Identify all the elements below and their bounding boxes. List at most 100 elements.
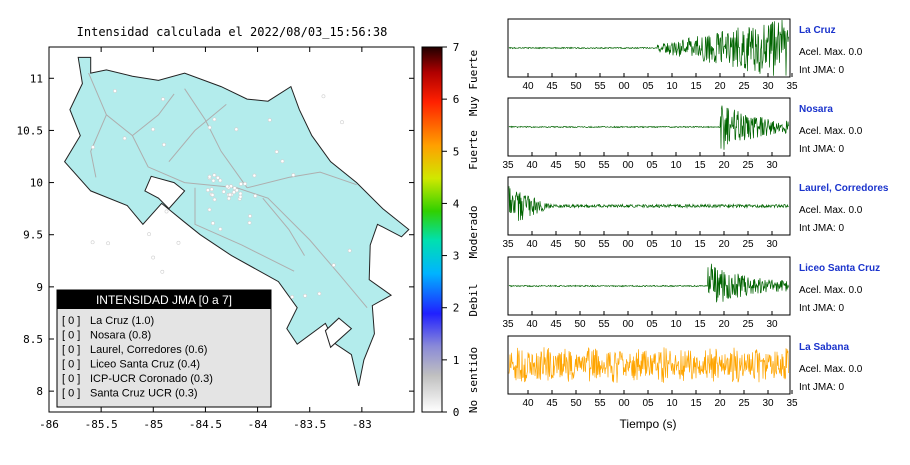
legend-item-station: ICP-UCR Coronado (0.3) bbox=[90, 373, 213, 385]
waveform-panels: 40 45 50 55 00 05 10 15 20 25 30 35 La Cruz Acel. Max… bbox=[502, 18, 889, 409]
waveform-x-tick-label: 25 bbox=[742, 160, 754, 171]
map-x-tick-label: -86 bbox=[39, 418, 59, 431]
city-marker bbox=[147, 232, 151, 237]
jma-intensity: Int JMA: 0 bbox=[799, 65, 844, 76]
city-marker bbox=[340, 120, 344, 125]
jma-intensity: Int JMA: 0 bbox=[799, 144, 844, 155]
waveform-x-tick-label: 40 bbox=[522, 81, 534, 92]
waveform-x-tick-label: 55 bbox=[594, 81, 606, 92]
waveform-trace bbox=[508, 19, 789, 76]
jma-intensity: Int JMA: 0 bbox=[799, 303, 844, 314]
waveform-x-tick-label: 15 bbox=[690, 81, 702, 92]
waveform-x-tick-label: 45 bbox=[550, 239, 562, 250]
map-frame bbox=[48, 46, 415, 413]
legend-item-station: La Cruz (1.0) bbox=[90, 315, 154, 327]
legend-item-station: Nosara (0.8) bbox=[90, 330, 151, 342]
waveform-x-tick-label: 55 bbox=[598, 160, 610, 171]
waveform-x-tick-label: 15 bbox=[694, 160, 706, 171]
waveform-x-tick-label: 25 bbox=[738, 398, 750, 409]
waveform-x-tick-label: 45 bbox=[550, 319, 562, 330]
waveform-x-tick-label: 55 bbox=[598, 239, 610, 250]
waveform-x-tick-label: 25 bbox=[742, 239, 754, 250]
waveform-x-tick-label: 30 bbox=[766, 319, 778, 330]
map-x-tick-label: -84.5 bbox=[189, 418, 222, 431]
city-marker bbox=[113, 89, 117, 93]
city-marker bbox=[90, 240, 95, 245]
waveform-x-tick-label: 35 bbox=[502, 319, 514, 330]
colorbar-gradient bbox=[421, 46, 443, 413]
waveform-x-tick-label: 35 bbox=[786, 398, 798, 409]
city-marker bbox=[227, 196, 231, 201]
map-y-tick-label: 11 bbox=[30, 72, 43, 85]
waveform-x-tick-label: 05 bbox=[646, 160, 658, 171]
city-marker bbox=[160, 269, 165, 274]
map-y-axis: 11 10.5 10 9.5 9 8.5 8 bbox=[17, 72, 414, 398]
map-y-tick-label: 8.5 bbox=[23, 333, 43, 346]
map-x-tick-label: -85 bbox=[143, 418, 163, 431]
map-y-tick-label: 9 bbox=[36, 281, 43, 294]
waveform-x-tick-label: 35 bbox=[786, 81, 798, 92]
map-y-tick-label: 10.5 bbox=[17, 124, 44, 137]
city-marker bbox=[212, 117, 217, 122]
intensity-colorbar: 7 6 5 4 3 2 1 0 Muy Fuerte Fuerte Moderado Debil No… bbox=[421, 41, 480, 419]
city-marker bbox=[331, 263, 336, 268]
city-marker bbox=[303, 293, 307, 298]
waveform-x-tick-label: 00 bbox=[622, 319, 634, 330]
time-axis-label: Tiempo (s) bbox=[620, 417, 677, 431]
map-x-tick-label: -85.5 bbox=[85, 418, 118, 431]
city-marker bbox=[91, 145, 95, 150]
map-x-tick-label: -83.5 bbox=[293, 418, 326, 431]
waveform-trace bbox=[508, 263, 789, 303]
city-marker bbox=[253, 193, 258, 198]
legend-item-level: [ 0 ] bbox=[62, 388, 80, 400]
legend-item-level: [ 0 ] bbox=[62, 330, 80, 342]
colorbar-tick-label: 2 bbox=[453, 302, 460, 315]
waveform-frame bbox=[507, 335, 791, 395]
waveform-x-tick-label: 20 bbox=[718, 160, 730, 171]
map-y-tick-label: 10 bbox=[30, 177, 43, 190]
intensity-map: Intensidad calculada el 2022/08/03_15:56… bbox=[17, 25, 415, 431]
road-line bbox=[262, 197, 305, 256]
city-marker bbox=[207, 174, 212, 179]
legend-item-level: [ 0 ] bbox=[62, 315, 80, 327]
max-acceleration: Acel. Max. 0.0 bbox=[799, 47, 863, 58]
colorbar-tick-label: 3 bbox=[453, 250, 460, 263]
city-marker bbox=[267, 118, 272, 122]
road-line bbox=[132, 93, 175, 136]
golfo-dulce bbox=[324, 317, 353, 349]
city-marker bbox=[347, 248, 352, 253]
city-marker bbox=[252, 173, 257, 178]
waveform-x-tick-label: 50 bbox=[574, 239, 586, 250]
city-marker bbox=[151, 127, 155, 132]
map-x-axis: -86 -85.5 -85 -84.5 -84 -83.5 -83 bbox=[39, 47, 372, 431]
station-name: La Cruz bbox=[799, 25, 836, 36]
waveform-panel: 35 40 45 50 55 00 05 10 15 20 25 30 Laurel, Corredor… bbox=[502, 176, 889, 250]
waveform-x-tick-label: 30 bbox=[766, 239, 778, 250]
waveform-trace bbox=[508, 105, 789, 150]
map-y-tick-label: 9.5 bbox=[23, 229, 43, 242]
city-marker bbox=[274, 149, 279, 154]
waveform-panel: 40 45 50 55 00 05 10 15 20 25 30 35 La Sabana Acel. M… bbox=[507, 335, 863, 409]
waveform-x-tick-label: 20 bbox=[714, 398, 726, 409]
waveform-x-tick-label: 05 bbox=[642, 81, 654, 92]
city-marker bbox=[206, 188, 210, 192]
waveform-x-tick-label: 10 bbox=[666, 398, 678, 409]
legend-title: INTENSIDAD JMA [0 a 7] bbox=[96, 293, 232, 307]
legend-item-station: Liceo Santa Cruz (0.4) bbox=[90, 359, 200, 371]
waveform-x-tick-label: 50 bbox=[570, 81, 582, 92]
road-line bbox=[194, 187, 295, 272]
waveform-x-tick-label: 05 bbox=[646, 239, 658, 250]
max-acceleration: Acel. Max. 0.0 bbox=[799, 205, 863, 216]
max-acceleration: Acel. Max. 0.0 bbox=[799, 285, 863, 296]
map-title: Intensidad calculada el 2022/08/03_15:56… bbox=[77, 25, 388, 39]
colorbar-category-label: Moderado bbox=[467, 206, 480, 259]
colorbar-category-label: No sentido bbox=[467, 347, 480, 413]
city-marker bbox=[228, 192, 232, 197]
city-marker bbox=[211, 221, 215, 226]
waveform-x-tick-label: 00 bbox=[622, 239, 634, 250]
city-marker bbox=[239, 182, 243, 186]
waveform-trace bbox=[508, 186, 789, 221]
waveform-x-tick-label: 25 bbox=[738, 81, 750, 92]
legend-item-station: Laurel, Corredores (0.6) bbox=[90, 344, 207, 356]
